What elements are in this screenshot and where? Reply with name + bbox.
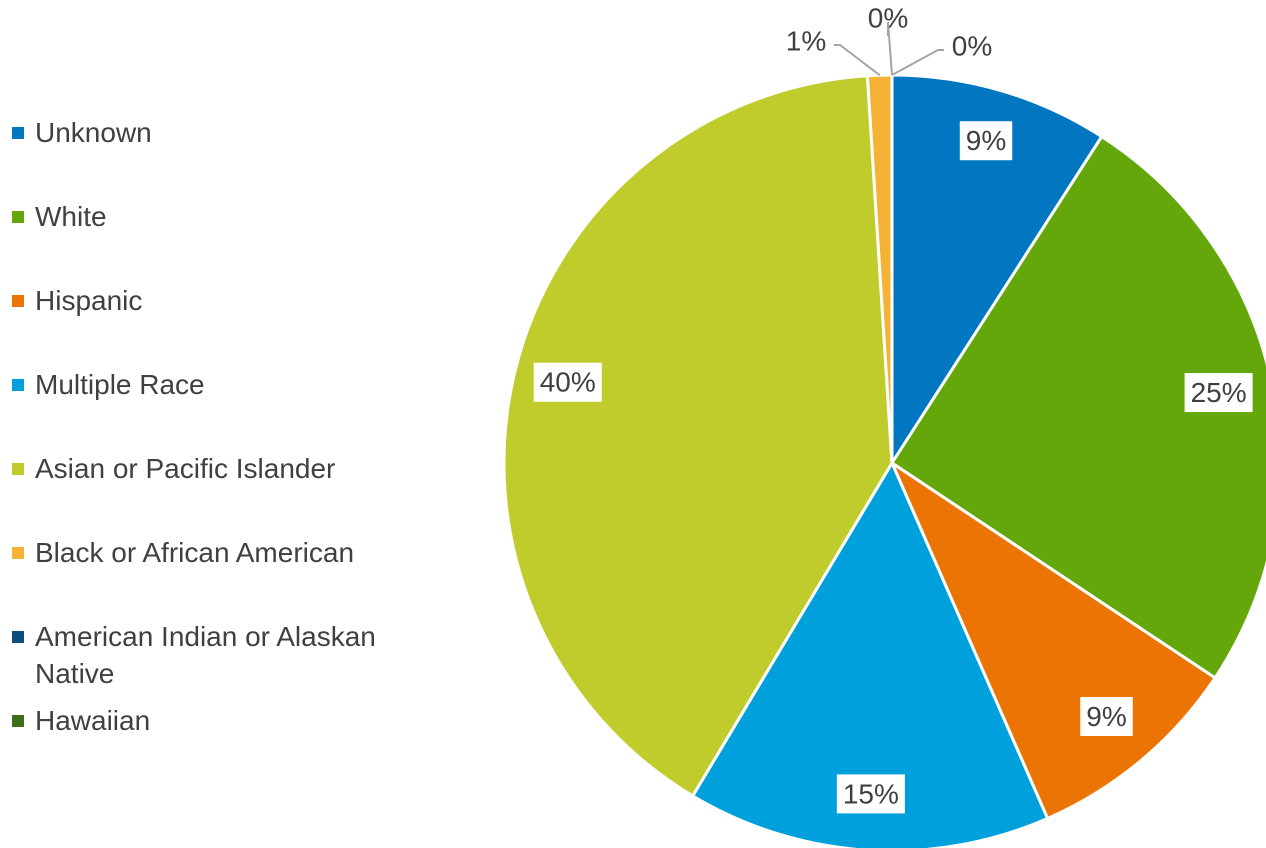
- legend: Unknown White Hispanic Multiple Race Asian o…: [12, 114, 432, 786]
- legend-item: Multiple Race: [12, 366, 432, 403]
- data-label: 25%: [1191, 377, 1247, 408]
- data-label: 1%: [786, 25, 826, 56]
- data-label: 0%: [868, 2, 908, 33]
- legend-swatch: [12, 631, 24, 643]
- pie-slice: [889, 134, 1266, 681]
- legend-item: American Indian or Alaskan Native: [12, 618, 432, 692]
- pie-slice: [890, 73, 1104, 469]
- legend-label: Unknown: [35, 117, 152, 148]
- data-label: 40%: [540, 367, 596, 398]
- legend-label: Black or African American: [35, 537, 355, 568]
- data-label-bg: [959, 121, 1013, 161]
- data-label: 15%: [843, 778, 899, 809]
- legend-item: Asian or Pacific Islander: [12, 450, 432, 487]
- legend-swatch: [12, 211, 24, 223]
- pie-slice: [888, 458, 1218, 821]
- legend-item: Black or African American: [12, 534, 432, 571]
- pie-slice: [690, 459, 1050, 848]
- legend-label: Hispanic: [35, 285, 143, 316]
- data-label-group: 15%: [836, 774, 905, 814]
- pie-slice: [502, 74, 894, 798]
- legend-label: Asian or Pacific Islander: [35, 453, 336, 484]
- data-label-bg: [1080, 697, 1133, 737]
- data-label-group: 25%: [1184, 373, 1253, 413]
- data-label-group: 40%: [533, 362, 602, 402]
- leader-line: [891, 49, 944, 76]
- legend-label: American Indian or Alaskan Native: [35, 621, 376, 689]
- data-label-bg: [836, 774, 905, 814]
- legend-item: Unknown: [12, 114, 432, 151]
- legend-swatch: [12, 715, 24, 727]
- legend-swatch: [12, 379, 24, 391]
- legend-swatch: [12, 547, 24, 559]
- data-label-bg: [533, 362, 602, 402]
- legend-item: Hawaiian: [12, 702, 432, 739]
- leader-line: [834, 44, 881, 76]
- legend-swatch: [12, 463, 24, 475]
- data-label: 0%: [952, 30, 992, 61]
- data-label: 9%: [1086, 701, 1126, 732]
- legend-swatch: [12, 127, 24, 139]
- legend-item: Hispanic: [12, 282, 432, 319]
- data-label: 9%: [966, 125, 1006, 156]
- legend-swatch: [12, 295, 24, 307]
- data-label-bg: [1184, 373, 1253, 413]
- data-label-group: 9%: [959, 121, 1013, 161]
- legend-label: Hawaiian: [35, 705, 151, 736]
- data-label-group: 9%: [1080, 697, 1133, 737]
- leader-line: [887, 21, 893, 76]
- legend-label: Multiple Race: [35, 369, 205, 400]
- legend-label: White: [35, 201, 107, 232]
- legend-item: White: [12, 198, 432, 235]
